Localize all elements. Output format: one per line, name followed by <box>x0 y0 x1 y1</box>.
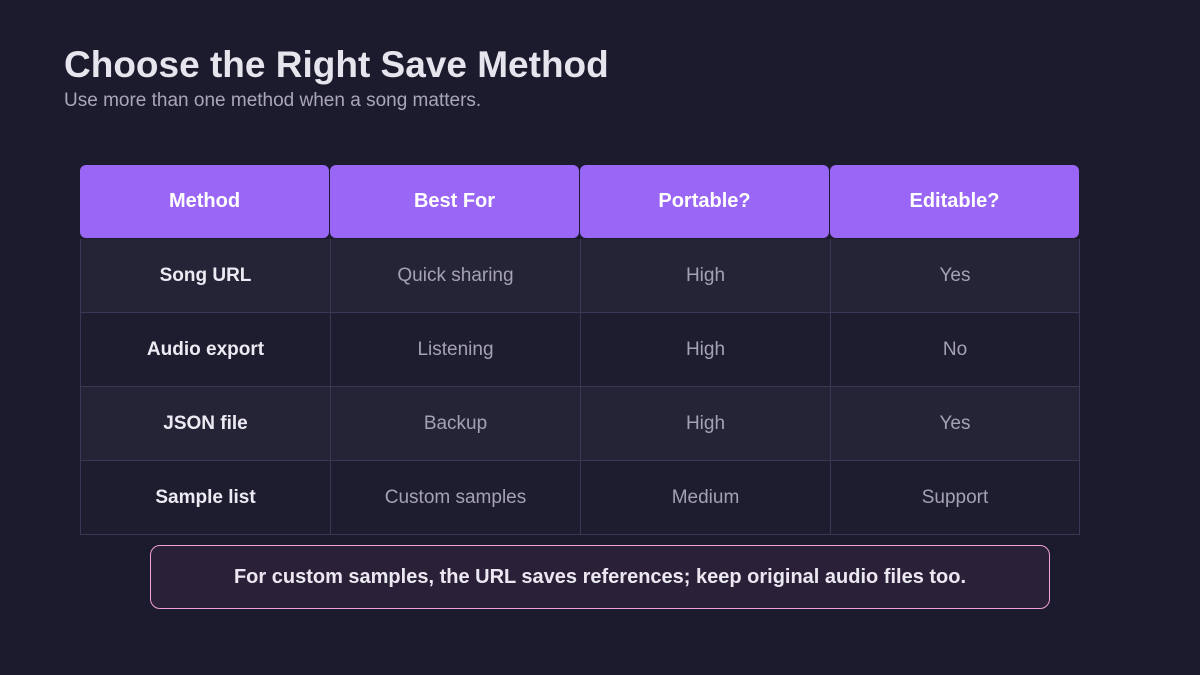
table-cell: Sample list <box>80 461 330 535</box>
table-cell: Yes <box>830 239 1080 313</box>
table-cell: High <box>580 313 830 387</box>
table-cell: Backup <box>330 387 580 461</box>
save-methods-table: Method Best For Portable? Editable? Song… <box>80 165 1081 535</box>
table-cell: Custom samples <box>330 461 580 535</box>
table-cell: Yes <box>830 387 1080 461</box>
header-cell-editable: Editable? <box>830 165 1079 238</box>
table-cell: Medium <box>580 461 830 535</box>
header-cell-method: Method <box>80 165 329 238</box>
table-cell: Song URL <box>80 239 330 313</box>
table-cell: High <box>580 239 830 313</box>
table-cell: Support <box>830 461 1080 535</box>
table-cell: High <box>580 387 830 461</box>
table-cell: Listening <box>330 313 580 387</box>
header-cell-best-for: Best For <box>330 165 579 238</box>
table-cell: Audio export <box>80 313 330 387</box>
table-cell: No <box>830 313 1080 387</box>
table-cell: JSON file <box>80 387 330 461</box>
page-subtitle: Use more than one method when a song mat… <box>64 90 482 111</box>
header-cell-portable: Portable? <box>580 165 829 238</box>
table-cell: Quick sharing <box>330 239 580 313</box>
note-callout: For custom samples, the URL saves refere… <box>150 545 1050 609</box>
page-title: Choose the Right Save Method <box>64 44 609 85</box>
